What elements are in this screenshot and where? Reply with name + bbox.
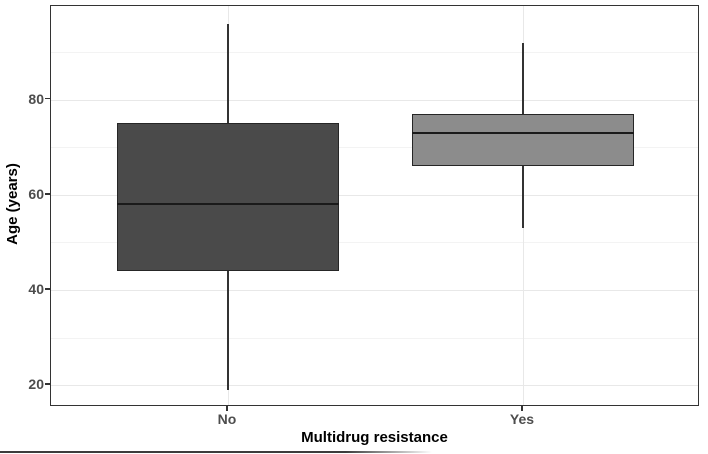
plot-panel (50, 5, 699, 406)
gridline-minor (51, 242, 698, 244)
iqr-box (412, 113, 634, 167)
y-tick-mark (45, 98, 50, 100)
y-tick-label: 60 (28, 185, 44, 202)
y-tick-mark (45, 383, 50, 385)
gridline-major (51, 99, 698, 101)
y-tick-label: 20 (28, 376, 44, 393)
y-tick-mark (45, 288, 50, 290)
y-axis-title: Age (years) (4, 163, 21, 245)
gridline-minor (51, 52, 698, 54)
median-line (117, 203, 339, 206)
x-tick-mark (226, 406, 228, 411)
y-tick-label: 80 (28, 90, 44, 107)
lower-whisker (227, 270, 229, 390)
x-tick-label: Yes (509, 411, 535, 427)
gridline-major (51, 194, 698, 196)
upper-whisker (522, 42, 524, 114)
gridline-major (51, 385, 698, 387)
iqr-box (117, 123, 339, 271)
x-tick-mark (521, 406, 523, 411)
bottom-edge-artifact-line (0, 451, 432, 453)
x-tick-label: No (217, 411, 237, 427)
y-tick-label: 40 (28, 280, 44, 297)
lower-whisker (522, 166, 524, 229)
gridline-major (51, 289, 698, 291)
upper-whisker (227, 23, 229, 124)
median-line (412, 131, 634, 135)
x-axis-title: Multidrug resistance (301, 429, 448, 446)
gridline-minor (51, 337, 698, 339)
gridline-minor (51, 147, 698, 149)
y-tick-mark (45, 193, 50, 195)
